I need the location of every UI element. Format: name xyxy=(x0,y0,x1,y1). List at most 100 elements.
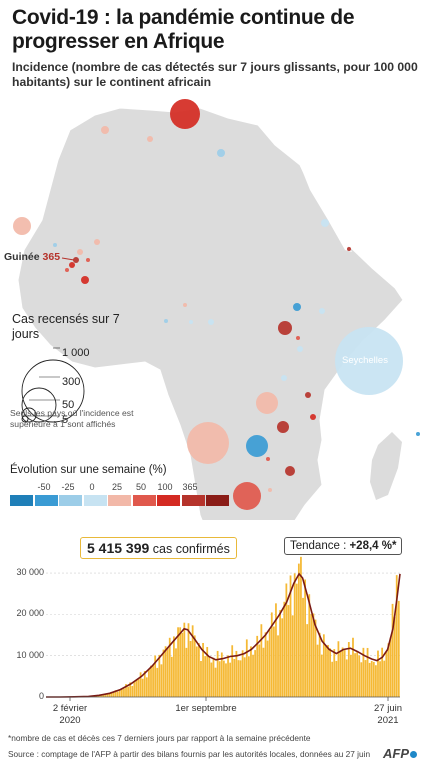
daily-case-bar xyxy=(370,660,373,697)
daily-case-bar xyxy=(360,662,363,697)
country-bubble xyxy=(266,457,270,461)
country-bubble xyxy=(77,249,83,255)
size-legend-title: Cas recensés sur 7 jours xyxy=(12,312,120,341)
country-bubble xyxy=(101,126,109,134)
cases-chart xyxy=(46,556,401,701)
daily-case-bar xyxy=(108,693,111,697)
daily-case-bar xyxy=(310,614,313,697)
daily-case-bar xyxy=(325,646,327,697)
daily-case-bar xyxy=(150,665,152,697)
daily-case-bar xyxy=(164,646,167,697)
daily-case-bar xyxy=(241,650,244,697)
daily-case-bar xyxy=(275,603,277,697)
daily-case-bar xyxy=(391,603,394,697)
daily-case-bar xyxy=(220,652,223,697)
daily-case-bar xyxy=(106,694,109,697)
confirmed-cases-box: 5 415 399 cas confirmés xyxy=(80,537,237,559)
daily-case-bar xyxy=(195,646,198,697)
daily-case-bar xyxy=(397,600,400,697)
country-bubble xyxy=(170,99,200,129)
daily-case-bar xyxy=(102,694,104,697)
daily-case-bar xyxy=(227,655,229,697)
daily-case-bar xyxy=(137,679,140,697)
guinee-label: Guinée 365 xyxy=(4,251,60,263)
daily-case-bar xyxy=(354,653,356,697)
daily-case-bar xyxy=(210,662,213,697)
country-bubble xyxy=(13,217,31,235)
daily-case-bar xyxy=(198,643,200,697)
daily-case-bar xyxy=(377,650,379,697)
y-tick-label: 10 000 xyxy=(16,649,44,660)
daily-case-bar xyxy=(129,682,132,697)
daily-case-bar xyxy=(170,656,173,697)
daily-case-bar xyxy=(133,682,136,697)
daily-case-bar xyxy=(160,664,163,697)
x-tick-top: 1er septembre xyxy=(175,703,237,714)
country-bubble xyxy=(278,321,292,335)
x-tick-bottom: 2020 xyxy=(59,715,81,726)
daily-case-bar xyxy=(152,665,154,697)
daily-case-bar xyxy=(141,678,144,697)
daily-case-bar xyxy=(173,636,175,697)
africa-continent-shape xyxy=(17,107,404,520)
daily-case-bar xyxy=(245,639,248,697)
daily-case-bar xyxy=(281,618,284,697)
red-sea-shape xyxy=(300,165,352,252)
confirmed-label: cas confirmés xyxy=(152,542,230,556)
daily-case-bar xyxy=(166,647,169,697)
daily-case-bar xyxy=(393,616,396,697)
daily-case-bar xyxy=(145,677,148,697)
evolution-legend-title: Évolution sur une semaine (%) xyxy=(10,464,167,476)
country-bubble xyxy=(281,375,287,381)
source: Source : comptage de l'AFP à partir des … xyxy=(8,749,371,759)
daily-case-bar xyxy=(277,635,279,697)
evolution-color-swatch xyxy=(157,495,180,506)
country-bubble xyxy=(69,262,75,268)
daily-case-bar xyxy=(120,689,123,697)
daily-case-bar xyxy=(372,661,375,697)
evolution-color-swatch xyxy=(83,495,107,506)
daily-case-bar xyxy=(272,626,275,697)
daily-case-bar xyxy=(239,660,242,697)
evolution-color-swatch xyxy=(59,495,82,506)
x-tick-label: 1er septembre xyxy=(166,703,246,715)
daily-case-bar xyxy=(187,623,190,697)
x-tick-top: 27 juin xyxy=(374,703,402,714)
country-bubble xyxy=(94,239,100,245)
daily-case-bar xyxy=(214,667,217,697)
size-label-50: 50 xyxy=(62,399,75,411)
daily-case-bar xyxy=(189,641,192,697)
daily-case-bar xyxy=(300,556,302,697)
daily-case-bar xyxy=(104,694,107,697)
country-bubble xyxy=(285,466,295,476)
daily-case-bar xyxy=(395,575,398,697)
footnote: *nombre de cas et décès ces 7 derniers j… xyxy=(8,733,311,743)
country-bubble xyxy=(319,308,325,314)
country-bubble xyxy=(233,482,261,510)
evolution-color-swatch xyxy=(10,495,33,506)
x-tick-label: 2 février 2020 xyxy=(30,703,110,727)
evolution-tick-label: 50 xyxy=(135,482,146,492)
daily-case-bar xyxy=(254,650,257,697)
daily-case-bar xyxy=(352,637,354,697)
daily-case-bar xyxy=(231,645,234,697)
daily-case-bar xyxy=(389,637,392,697)
daily-case-bar xyxy=(358,655,361,697)
madagascar-shape xyxy=(370,432,402,500)
daily-case-bar xyxy=(387,643,390,697)
country-bubble xyxy=(310,414,316,420)
afp-logo-text: AFP xyxy=(383,746,409,761)
daily-case-bar xyxy=(110,691,113,697)
country-bubble xyxy=(296,336,300,340)
country-bubble xyxy=(305,392,311,398)
daily-case-bar xyxy=(304,579,306,697)
size-legend-circle xyxy=(21,359,85,423)
daily-case-bar xyxy=(364,660,367,697)
daily-case-bar xyxy=(327,644,329,697)
daily-case-bar xyxy=(308,594,311,697)
size-label-1000: 1 000 xyxy=(62,347,90,359)
country-bubble xyxy=(321,219,329,227)
daily-case-bar xyxy=(118,690,121,697)
daily-case-bar xyxy=(279,610,281,697)
daily-case-bar xyxy=(116,691,119,697)
